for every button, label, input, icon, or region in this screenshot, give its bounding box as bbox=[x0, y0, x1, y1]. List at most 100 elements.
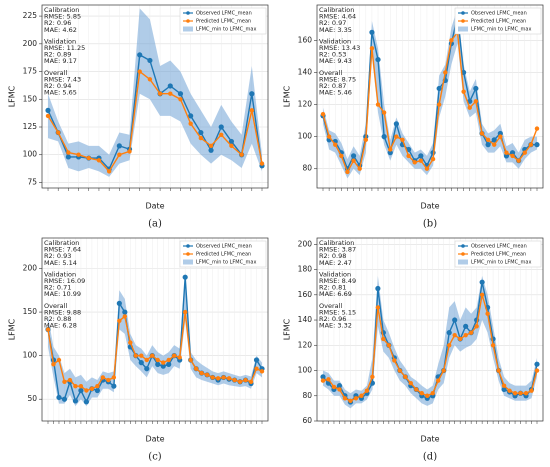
legend-box bbox=[179, 240, 267, 268]
annotation: MAE: 6.69 bbox=[319, 290, 352, 298]
panel-label: (b) bbox=[423, 219, 437, 230]
point bbox=[144, 357, 149, 363]
annotation: RMSE: 7.43 bbox=[44, 75, 81, 83]
annotation: R2: 0.96 bbox=[44, 19, 71, 27]
legend-marker bbox=[461, 244, 465, 248]
y-tick-label: 100 bbox=[23, 150, 38, 159]
point bbox=[229, 143, 234, 149]
annotation: R2: 0.81 bbox=[319, 284, 346, 292]
point bbox=[473, 99, 479, 104]
annotation: MAE: 9.17 bbox=[44, 57, 77, 65]
point bbox=[375, 305, 381, 310]
point bbox=[351, 158, 356, 163]
legend-box bbox=[454, 7, 542, 35]
point bbox=[166, 357, 171, 363]
point bbox=[144, 366, 150, 372]
plot-frame bbox=[41, 4, 269, 189]
point bbox=[457, 336, 463, 342]
point bbox=[479, 131, 485, 136]
y-tick-label: 80 bbox=[302, 164, 312, 173]
x-axis-label: Date bbox=[420, 435, 439, 444]
y-tick-label: 175 bbox=[23, 67, 38, 76]
y-tick-label: 160 bbox=[298, 35, 313, 44]
point bbox=[55, 130, 61, 135]
point bbox=[386, 343, 392, 348]
point bbox=[254, 366, 259, 371]
point bbox=[534, 368, 540, 373]
point bbox=[106, 377, 111, 383]
point bbox=[479, 279, 485, 285]
point bbox=[226, 376, 232, 381]
point bbox=[228, 138, 235, 145]
point bbox=[204, 372, 210, 378]
y-tick-label: 200 bbox=[23, 264, 38, 273]
point bbox=[61, 396, 68, 402]
y-tick-label: 160 bbox=[298, 290, 313, 299]
point bbox=[518, 391, 523, 396]
annotation: RMSE: 3.87 bbox=[319, 246, 356, 254]
annotation: Validation bbox=[319, 37, 351, 45]
annotation: MAE: 5.46 bbox=[319, 89, 352, 97]
annotation: R2: 0.88 bbox=[44, 315, 71, 323]
point bbox=[350, 153, 357, 159]
point bbox=[51, 362, 56, 367]
point bbox=[485, 311, 490, 316]
annotation: MAE: 5.65 bbox=[44, 89, 77, 97]
point bbox=[111, 375, 117, 380]
point bbox=[363, 137, 368, 143]
annotation: MAE: 2.47 bbox=[319, 259, 352, 267]
point bbox=[485, 142, 491, 148]
point bbox=[412, 160, 417, 165]
point bbox=[122, 309, 128, 315]
point bbox=[237, 379, 243, 384]
y-tick-label: 100 bbox=[298, 132, 313, 141]
annotation: MAE: 9.43 bbox=[319, 57, 352, 65]
series-line bbox=[47, 70, 263, 173]
point bbox=[147, 57, 153, 64]
point bbox=[375, 102, 381, 107]
point bbox=[62, 379, 67, 384]
point bbox=[117, 318, 122, 323]
point bbox=[188, 113, 194, 119]
point bbox=[414, 387, 419, 392]
legend-label: Observed LFMC_mean bbox=[471, 244, 527, 250]
legend-swatch bbox=[458, 26, 468, 32]
annotation: MAE: 6.28 bbox=[44, 322, 77, 330]
point bbox=[167, 83, 173, 89]
point bbox=[418, 153, 424, 159]
point bbox=[178, 97, 183, 102]
point bbox=[320, 378, 326, 383]
point bbox=[116, 143, 122, 149]
point bbox=[463, 332, 468, 338]
point bbox=[528, 142, 534, 147]
point bbox=[408, 380, 413, 386]
point bbox=[490, 343, 496, 348]
point bbox=[534, 142, 540, 148]
point bbox=[320, 111, 326, 117]
point bbox=[147, 77, 153, 82]
point bbox=[381, 110, 387, 115]
point bbox=[337, 387, 342, 392]
annotation: Overall bbox=[44, 69, 67, 77]
point bbox=[249, 91, 255, 97]
point bbox=[172, 353, 177, 358]
legend-box bbox=[454, 240, 542, 268]
legend-label: Predicted LFMC_mean bbox=[471, 19, 526, 25]
point bbox=[198, 129, 204, 136]
legend-label: Predicted LFMC_mean bbox=[196, 252, 251, 258]
point bbox=[504, 150, 509, 155]
point bbox=[443, 70, 448, 75]
panel-label: (d) bbox=[423, 452, 437, 463]
annotation: Validation bbox=[319, 270, 351, 278]
point bbox=[497, 130, 503, 137]
point bbox=[45, 327, 51, 332]
y-tick-label: 140 bbox=[298, 67, 313, 76]
point bbox=[208, 143, 214, 149]
point bbox=[381, 336, 386, 342]
legend-marker bbox=[461, 252, 465, 256]
point bbox=[394, 134, 399, 139]
legend-marker bbox=[186, 11, 190, 15]
point bbox=[161, 360, 166, 365]
point bbox=[510, 153, 515, 159]
y-axis-label: LFMC bbox=[8, 318, 17, 340]
